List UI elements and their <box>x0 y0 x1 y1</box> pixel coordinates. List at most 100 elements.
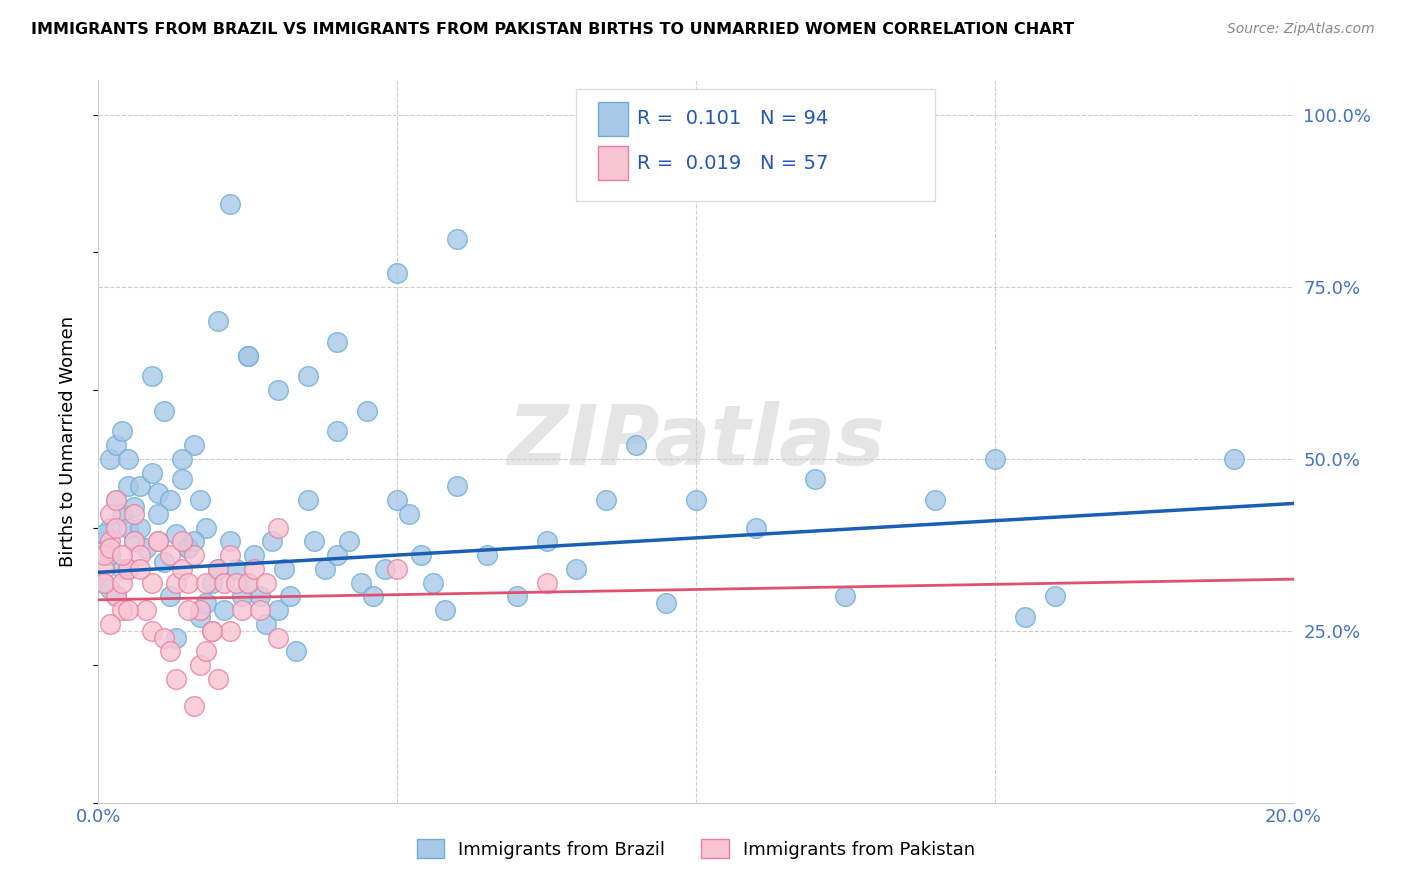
Point <box>219 534 242 549</box>
Point <box>93 527 115 541</box>
Point <box>374 562 396 576</box>
Point <box>105 493 128 508</box>
Point <box>159 644 181 658</box>
Point <box>105 520 128 534</box>
Point <box>135 541 157 556</box>
Point <box>1014 610 1036 624</box>
Point <box>225 575 247 590</box>
Point <box>129 562 152 576</box>
Point <box>595 493 617 508</box>
Point <box>98 541 122 556</box>
Point <box>111 575 134 590</box>
Point <box>249 590 271 604</box>
Text: Source: ZipAtlas.com: Source: ZipAtlas.com <box>1227 22 1375 37</box>
Point <box>195 520 218 534</box>
Point <box>98 548 122 562</box>
Point <box>536 534 558 549</box>
Legend: Immigrants from Brazil, Immigrants from Pakistan: Immigrants from Brazil, Immigrants from … <box>409 832 983 866</box>
Point <box>219 197 242 211</box>
Point <box>506 590 529 604</box>
Point <box>350 575 373 590</box>
Point <box>225 562 247 576</box>
Point <box>165 631 187 645</box>
Point <box>315 562 337 576</box>
Point <box>148 534 170 549</box>
Point <box>267 383 290 397</box>
Point <box>411 548 433 562</box>
Text: IMMIGRANTS FROM BRAZIL VS IMMIGRANTS FROM PAKISTAN BIRTHS TO UNMARRIED WOMEN COR: IMMIGRANTS FROM BRAZIL VS IMMIGRANTS FRO… <box>31 22 1074 37</box>
Point <box>129 479 152 493</box>
Point <box>302 534 325 549</box>
Point <box>984 451 1007 466</box>
Point <box>231 603 253 617</box>
Point <box>153 403 176 417</box>
Point <box>105 590 128 604</box>
Point <box>148 486 170 500</box>
Point <box>834 590 856 604</box>
Point <box>183 534 205 549</box>
Point <box>284 644 307 658</box>
Point <box>117 451 139 466</box>
Point <box>93 575 115 590</box>
Point <box>195 575 218 590</box>
Point <box>188 603 211 617</box>
Text: ZIPatlas: ZIPatlas <box>508 401 884 482</box>
Point <box>111 507 134 521</box>
Point <box>297 493 319 508</box>
Point <box>93 575 115 590</box>
Point <box>177 541 200 556</box>
Point <box>236 349 259 363</box>
Point <box>141 575 163 590</box>
Point <box>446 479 468 493</box>
Point <box>98 520 122 534</box>
Point <box>93 562 115 576</box>
Point <box>105 438 128 452</box>
Point <box>804 472 827 486</box>
Point <box>188 658 211 673</box>
Point <box>1043 590 1066 604</box>
Point <box>243 548 266 562</box>
Point <box>446 231 468 245</box>
Point <box>924 493 946 508</box>
Point <box>236 575 259 590</box>
Point <box>356 403 378 417</box>
Point <box>249 603 271 617</box>
Point <box>117 603 139 617</box>
Point <box>153 555 176 569</box>
Point <box>297 369 319 384</box>
Point <box>188 610 211 624</box>
Point <box>339 534 361 549</box>
Point <box>183 548 205 562</box>
Point <box>117 562 139 576</box>
Point <box>207 562 229 576</box>
Point <box>1223 451 1246 466</box>
Point <box>135 603 157 617</box>
Point <box>124 534 146 549</box>
Point <box>385 266 409 280</box>
Point <box>398 507 420 521</box>
Point <box>434 603 457 617</box>
Point <box>98 534 122 549</box>
Point <box>385 493 409 508</box>
Point <box>236 349 259 363</box>
Point <box>536 575 558 590</box>
Point <box>129 548 152 562</box>
Point <box>254 616 277 631</box>
Point <box>148 534 170 549</box>
Point <box>165 575 187 590</box>
Point <box>195 644 218 658</box>
Point <box>685 493 707 508</box>
Point <box>212 575 235 590</box>
Point <box>117 562 139 576</box>
Point <box>363 590 385 604</box>
Point <box>141 369 163 384</box>
Point <box>207 562 229 576</box>
Point <box>273 562 295 576</box>
Point <box>385 562 409 576</box>
Point <box>207 314 229 328</box>
Point <box>105 590 128 604</box>
Point <box>153 631 176 645</box>
Point <box>212 603 235 617</box>
Point <box>219 548 242 562</box>
Y-axis label: Births to Unmarried Women: Births to Unmarried Women <box>59 316 77 567</box>
